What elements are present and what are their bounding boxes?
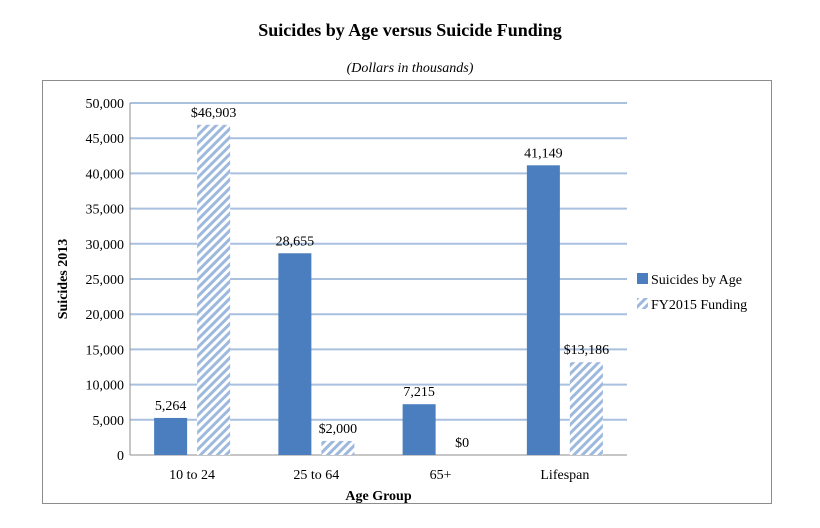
chart-subtitle: (Dollars in thousands) xyxy=(346,61,474,76)
chart-title: Suicides by Age versus Suicide Funding xyxy=(258,20,562,40)
legend-swatch-suicides xyxy=(637,273,648,284)
bars: 5,264 $46,903 28,655 $2,000 7,215 $0 41,149 $13… xyxy=(154,106,609,455)
x-tick-label: 25 to 64 xyxy=(293,468,339,483)
data-label: 7,215 xyxy=(403,385,435,400)
y-tick-label: 20,000 xyxy=(86,308,125,323)
y-tick-label: 45,000 xyxy=(86,132,125,147)
bar-suicides xyxy=(278,253,312,455)
x-tick-label: Lifespan xyxy=(540,468,589,483)
y-tick-label: 10,000 xyxy=(86,379,125,394)
legend-swatch-funding xyxy=(637,298,648,309)
y-tick-label: 35,000 xyxy=(86,203,125,218)
data-label: $46,903 xyxy=(191,106,237,121)
data-label: 41,149 xyxy=(524,146,563,161)
y-tick-label: 5,000 xyxy=(93,414,125,429)
x-tick-label: 10 to 24 xyxy=(169,468,215,483)
y-tick-label: 30,000 xyxy=(86,238,125,253)
x-axis-ticks: 10 to 24 25 to 64 65+ Lifespan xyxy=(169,468,589,483)
data-label: $13,186 xyxy=(564,343,610,358)
y-tick-label: 0 xyxy=(117,449,124,464)
x-tick-label: 65+ xyxy=(430,468,452,483)
x-axis-title: Age Group xyxy=(345,489,411,504)
legend: Suicides by Age FY2015 Funding xyxy=(637,273,747,313)
data-label: 5,264 xyxy=(155,399,187,414)
legend-label-funding: FY2015 Funding xyxy=(651,298,747,313)
y-tick-label: 50,000 xyxy=(86,97,125,112)
bar-suicides xyxy=(402,404,436,455)
bar-suicides xyxy=(154,417,188,455)
data-label: $2,000 xyxy=(319,422,358,437)
y-tick-label: 40,000 xyxy=(86,167,125,182)
bar-funding xyxy=(569,362,603,455)
y-tick-label: 15,000 xyxy=(86,343,125,358)
data-label: $0 xyxy=(455,436,469,451)
y-axis-title: Suicides 2013 xyxy=(56,239,71,320)
y-tick-label: 25,000 xyxy=(86,273,125,288)
bar-funding xyxy=(321,440,355,455)
chart-frame xyxy=(42,80,772,504)
bar-suicides xyxy=(526,165,560,455)
legend-label-suicides: Suicides by Age xyxy=(651,273,742,288)
y-axis-ticks: 0 5,000 10,000 15,000 20,000 25,000 30,000 35,0… xyxy=(86,97,125,464)
data-label: 28,655 xyxy=(276,234,315,249)
bar-funding xyxy=(197,124,231,455)
